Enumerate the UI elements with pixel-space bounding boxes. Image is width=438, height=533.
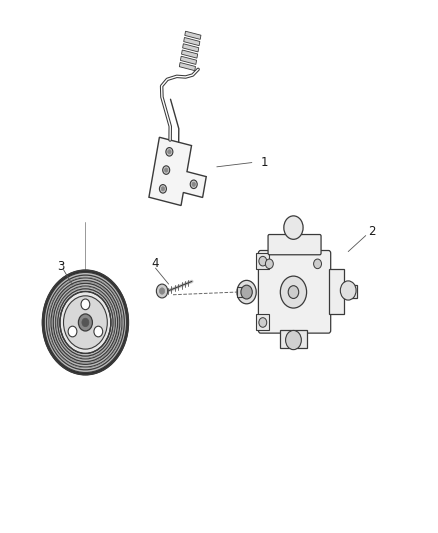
Circle shape [64,296,107,349]
Circle shape [159,184,166,193]
Circle shape [314,259,321,269]
Polygon shape [185,31,201,39]
Circle shape [53,284,117,361]
Polygon shape [256,314,269,330]
Circle shape [190,180,197,189]
Polygon shape [237,287,247,297]
Polygon shape [179,62,195,71]
FancyBboxPatch shape [258,251,331,333]
Circle shape [58,289,113,356]
Polygon shape [183,44,199,52]
Circle shape [42,270,128,375]
Circle shape [340,281,356,300]
Circle shape [259,256,267,266]
Polygon shape [184,37,200,46]
Text: 1: 1 [261,156,268,169]
Circle shape [265,259,273,269]
Polygon shape [149,138,206,206]
Circle shape [168,150,171,154]
FancyBboxPatch shape [268,235,321,255]
Circle shape [166,148,173,156]
Circle shape [280,276,307,308]
Circle shape [159,288,165,294]
Circle shape [156,284,168,298]
Circle shape [162,166,170,174]
Polygon shape [181,50,198,58]
Circle shape [241,285,252,299]
Polygon shape [328,269,357,314]
Circle shape [259,318,267,327]
Circle shape [44,272,127,373]
Polygon shape [280,330,307,348]
Polygon shape [180,56,197,64]
Circle shape [161,187,165,191]
Polygon shape [256,253,269,269]
Circle shape [192,182,195,187]
Circle shape [68,326,77,337]
Circle shape [81,299,90,310]
Text: 3: 3 [57,260,64,273]
Circle shape [94,326,102,337]
Circle shape [237,280,256,304]
Circle shape [60,292,111,353]
Circle shape [288,286,299,298]
Circle shape [56,286,115,359]
Text: 2: 2 [368,225,375,238]
Circle shape [82,318,89,327]
Circle shape [164,168,168,172]
Circle shape [49,278,122,367]
Circle shape [60,292,111,353]
Circle shape [78,314,92,331]
Circle shape [286,330,301,350]
Circle shape [51,280,120,365]
Circle shape [284,216,303,239]
Text: 4: 4 [151,257,159,270]
Circle shape [46,275,124,370]
